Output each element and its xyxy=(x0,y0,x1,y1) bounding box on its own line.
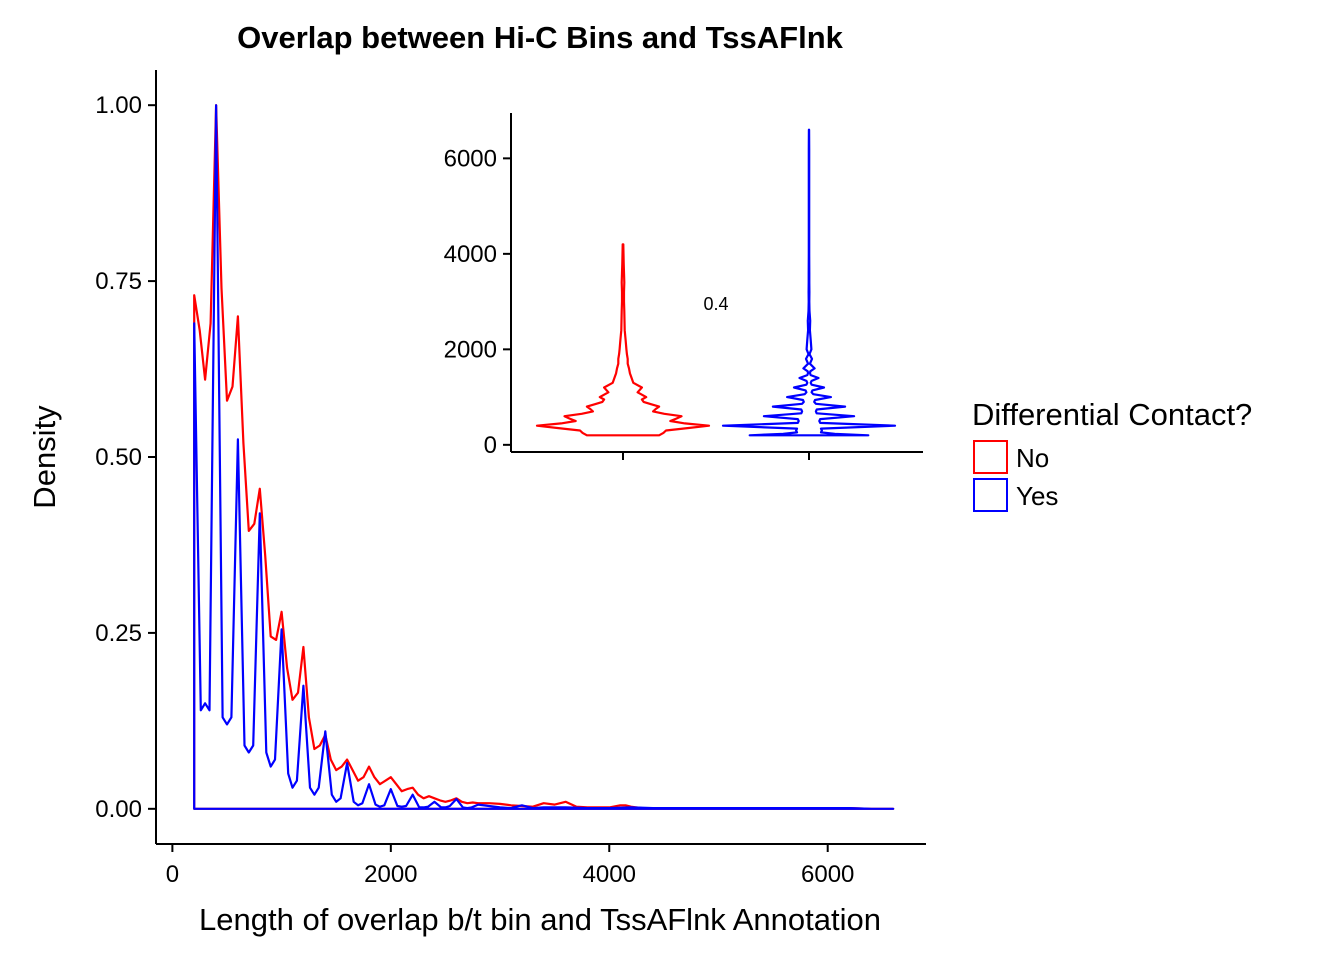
y-tick-label: 0.00 xyxy=(95,796,142,823)
y-tick-label: 0.50 xyxy=(95,444,142,471)
series-lines xyxy=(193,104,895,810)
inset-y-tick-label: 0 xyxy=(484,432,497,459)
inset-x-ticks xyxy=(622,452,810,460)
x-axis-title: Length of overlap b/t bin and TssAFlnk A… xyxy=(199,902,881,937)
density-line-yes xyxy=(193,104,895,810)
inset-annotation: 0.4 xyxy=(703,294,728,314)
x-tick-label: 4000 xyxy=(583,861,636,888)
violin-yes xyxy=(721,128,897,437)
inset-violin-plot: 0 2000 4000 6000 0.4 xyxy=(444,113,923,460)
legend-item-no: No xyxy=(973,440,1049,474)
inset-y-tick-label: 6000 xyxy=(444,145,497,172)
violin-no xyxy=(535,243,711,437)
x-tick-label: 0 xyxy=(166,861,179,888)
y-tick-label: 1.00 xyxy=(95,92,142,119)
inset-background xyxy=(511,113,923,452)
inset-violins xyxy=(535,128,897,437)
legend-key-yes xyxy=(973,478,1008,512)
legend-label-no: No xyxy=(1016,443,1049,473)
legend-label-yes: Yes xyxy=(1016,481,1058,511)
y-axis-title: Density xyxy=(27,405,62,509)
y-tick-label: 0.25 xyxy=(95,620,142,647)
main-plot: 0.00 0.25 0.50 0.75 1.00 0 2000 4000 6000 xyxy=(95,70,926,888)
inset-y-tick-label: 2000 xyxy=(444,336,497,363)
y-tick-label: 0.75 xyxy=(95,268,142,295)
chart-title: Overlap between Hi-C Bins and TssAFlnk xyxy=(237,20,844,55)
x-tick-label: 6000 xyxy=(801,861,854,888)
legend-item-yes: Yes xyxy=(973,478,1058,512)
legend-key-no xyxy=(973,440,1008,474)
legend: Differential Contact? No Yes xyxy=(972,397,1252,512)
x-tick-label: 2000 xyxy=(364,861,417,888)
legend-title: Differential Contact? xyxy=(972,397,1252,432)
inset-y-ticks: 0 2000 4000 6000 xyxy=(444,145,511,459)
inset-y-tick-label: 4000 xyxy=(444,241,497,268)
x-ticks: 0 2000 4000 6000 xyxy=(166,844,854,888)
y-ticks: 0.00 0.25 0.50 0.75 1.00 xyxy=(95,92,156,823)
